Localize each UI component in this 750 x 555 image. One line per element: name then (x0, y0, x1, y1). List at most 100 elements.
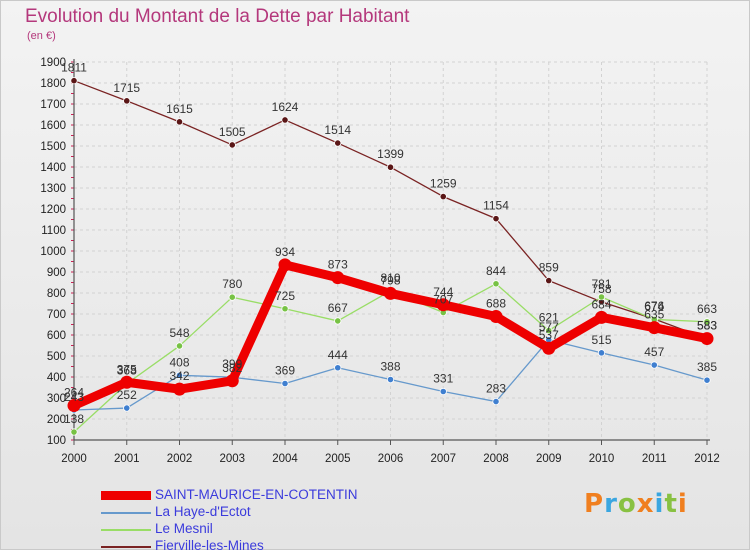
data-label-fierville-les-mines-2005: 1514 (324, 123, 351, 137)
data-label-fierville-les-mines-2000: 1811 (61, 61, 87, 75)
logo-letter: x (636, 489, 655, 519)
data-label-la-haye-d-ectot-2010: 515 (591, 333, 611, 347)
data-label-fierville-les-mines-2008: 1154 (483, 199, 509, 213)
x-tick-label-2009: 2009 (536, 453, 562, 465)
data-label-la-haye-d-ectot-2004: 369 (275, 364, 295, 378)
data-point-la-haye-d-ectot-2005 (334, 364, 342, 372)
data-point-fierville-les-mines-2005 (334, 139, 342, 147)
legend-label-le-mesnil: Le Mesnil (155, 521, 213, 536)
data-label-fierville-les-mines-2003: 1505 (219, 125, 246, 139)
y-tick-label-1400: 1400 (40, 162, 66, 174)
x-tick-label-2006: 2006 (378, 453, 404, 465)
x-tick-label-2005: 2005 (325, 453, 351, 465)
logo-letter: i (654, 489, 665, 519)
data-label-la-haye-d-ectot-2003: 399 (222, 357, 242, 371)
data-label-saint-maurice-en-cotentin-2007: 744 (433, 285, 453, 299)
y-tick-label-600: 600 (47, 330, 66, 342)
data-point-fierville-les-mines-2001 (123, 97, 131, 105)
proxiti-logo: Proxiti (584, 489, 688, 519)
data-point-le-mesnil-2002 (175, 342, 184, 350)
data-point-le-mesnil-2012 (703, 318, 711, 326)
data-label-fierville-les-mines-2006: 1399 (377, 147, 404, 161)
data-label-le-mesnil-2011: 674 (644, 299, 664, 313)
data-point-fierville-les-mines-2000 (70, 77, 78, 85)
data-point-fierville-les-mines-2004 (281, 116, 289, 124)
y-tick-label-1800: 1800 (40, 78, 66, 90)
data-label-saint-maurice-en-cotentin-2008: 688 (486, 297, 506, 311)
data-point-fierville-les-mines-2006 (386, 163, 395, 171)
data-point-le-mesnil-2009 (545, 326, 553, 335)
y-tick-label-500: 500 (47, 351, 66, 363)
y-tick-label-1600: 1600 (40, 120, 66, 132)
x-tick-label-2003: 2003 (219, 453, 245, 465)
data-label-saint-maurice-en-cotentin-2010: 684 (591, 297, 611, 311)
data-point-saint-maurice-en-cotentin-2001 (120, 375, 134, 389)
data-point-fierville-les-mines-2008 (492, 215, 500, 223)
data-label-le-mesnil-2007: 707 (433, 293, 453, 307)
data-label-la-haye-d-ectot-2001: 252 (117, 388, 137, 402)
data-label-fierville-les-mines-2012: 583 (697, 319, 717, 333)
data-point-le-mesnil-2003 (228, 293, 236, 301)
data-label-le-mesnil-2002: 548 (169, 326, 189, 340)
legend-item-saint-maurice[interactable]: SAINT-MAURICE-EN-COTENTIN (101, 487, 421, 504)
data-label-la-haye-d-ectot-2006: 388 (380, 360, 400, 374)
x-tick-label-2008: 2008 (483, 453, 509, 465)
y-tick-label-1300: 1300 (40, 183, 66, 195)
data-label-le-mesnil-2005: 667 (328, 301, 348, 315)
logo-letter: P (584, 489, 605, 519)
y-tick-label-200: 200 (47, 414, 66, 426)
data-point-saint-maurice-en-cotentin-2004 (278, 258, 292, 272)
data-point-la-haye-d-ectot-2008 (492, 397, 500, 406)
data-label-fierville-les-mines-2001: 1715 (113, 81, 140, 95)
data-point-saint-maurice-en-cotentin-2010 (595, 310, 608, 324)
data-label-le-mesnil-2001: 368 (117, 364, 137, 378)
data-label-saint-maurice-en-cotentin-2012: 583 (697, 319, 717, 333)
y-tick-label-1700: 1700 (40, 99, 66, 111)
legend-item-le-mesnil[interactable]: Le Mesnil (101, 521, 421, 538)
legend-item-fierville-les-mines[interactable]: Fierville-les-Mines (101, 538, 421, 555)
data-label-la-haye-d-ectot-2005: 444 (328, 348, 348, 362)
data-point-la-haye-d-ectot-2006 (386, 375, 395, 384)
legend-item-la-haye-d-ectot[interactable]: La Haye-d'Ectot (101, 504, 421, 521)
data-label-le-mesnil-2003: 780 (222, 277, 242, 291)
data-label-le-mesnil-2008: 844 (486, 264, 506, 278)
data-label-fierville-les-mines-2009: 859 (539, 261, 559, 275)
data-point-saint-maurice-en-cotentin-2005 (331, 271, 345, 285)
data-point-la-haye-d-ectot-2011 (650, 361, 658, 369)
y-tick-label-400: 400 (47, 372, 66, 384)
data-label-fierville-les-mines-2011: 676 (644, 299, 664, 313)
data-label-saint-maurice-en-cotentin-2011: 635 (644, 308, 664, 322)
data-point-la-haye-d-ectot-2012 (703, 376, 711, 384)
logo-letter: t (664, 489, 678, 519)
data-label-le-mesnil-2009: 621 (539, 311, 559, 325)
data-label-fierville-les-mines-2004: 1624 (272, 100, 299, 114)
x-tick-label-2010: 2010 (589, 453, 615, 465)
chart-title: Evolution du Montant de la Dette par Hab… (25, 6, 410, 27)
legend-label-la-haye-d-ectot: La Haye-d'Ectot (155, 504, 251, 519)
data-label-la-haye-d-ectot-2008: 283 (486, 382, 506, 396)
data-label-la-haye-d-ectot-2009: 577 (539, 320, 559, 334)
data-label-saint-maurice-en-cotentin-2002: 342 (169, 369, 189, 383)
legend-label-saint-maurice: SAINT-MAURICE-EN-COTENTIN (155, 487, 358, 502)
data-point-la-haye-d-ectot-2010 (597, 349, 606, 357)
y-tick-label-1900: 1900 (40, 57, 66, 69)
x-tick-label-2000: 2000 (61, 453, 87, 465)
x-tick-label-2004: 2004 (272, 453, 298, 465)
data-label-saint-maurice-en-cotentin-2006: 798 (380, 273, 400, 287)
data-point-le-mesnil-2000 (70, 428, 78, 436)
data-label-fierville-les-mines-2002: 1615 (166, 102, 193, 116)
data-label-saint-maurice-en-cotentin-2009: 537 (539, 328, 559, 342)
data-label-saint-maurice-en-cotentin-2000: 264 (64, 386, 84, 400)
x-tick-label-2012: 2012 (694, 453, 720, 465)
y-tick-label-1200: 1200 (40, 204, 66, 216)
data-point-la-haye-d-ectot-2004 (281, 379, 289, 388)
x-tick-label-2007: 2007 (430, 453, 456, 465)
data-point-saint-maurice-en-cotentin-2003 (225, 374, 239, 388)
data-label-fierville-les-mines-2007: 1259 (430, 177, 457, 191)
data-point-saint-maurice-en-cotentin-2006 (384, 286, 397, 300)
data-point-le-mesnil-2008 (492, 280, 500, 288)
logo-letter: i (677, 489, 688, 519)
data-label-le-mesnil-2004: 725 (275, 289, 295, 303)
data-label-saint-maurice-en-cotentin-2001: 375 (117, 362, 137, 376)
